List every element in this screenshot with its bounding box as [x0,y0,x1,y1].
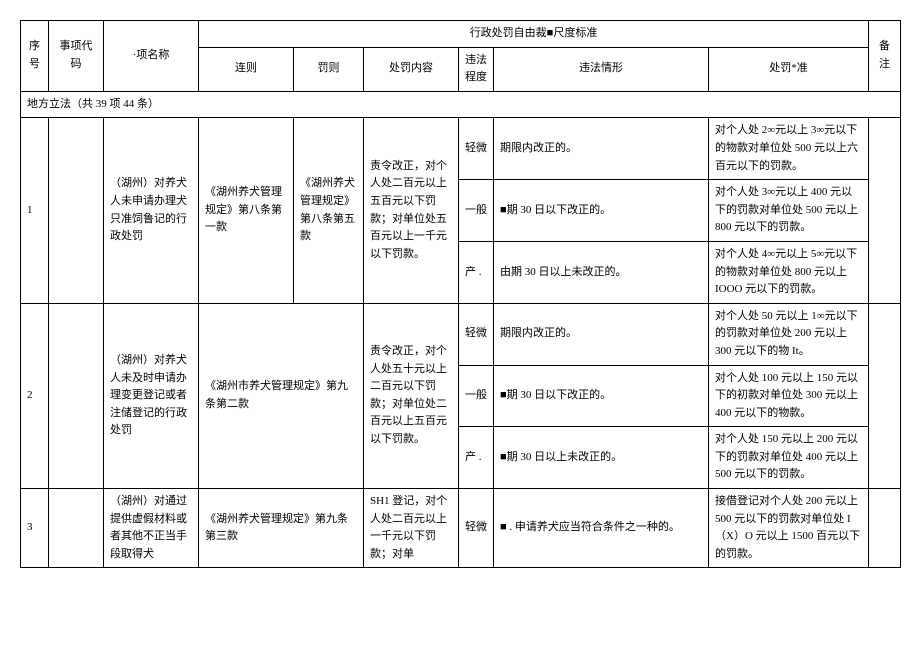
case-cell: 期限内改正的。 [494,118,709,180]
note-cell [869,118,901,303]
name-cell: （湖州）对养犬人未及时申请办理变更登记或者注储登记的行政处罚 [104,303,199,488]
degree-cell: 轻微 [459,118,494,180]
code-cell [49,489,104,568]
degree-cell: 产 . [459,427,494,489]
std-cell: 对个人处 100 元以上 150 元以下的初款对单位处 300 元以上 400 … [709,365,869,427]
col-degree: 违法程度 [459,47,494,91]
table-row: 2 （湖州）对养犬人未及时申请办理变更登记或者注储登记的行政处罚 《湖州市养犬管… [21,303,901,365]
col-fa: 罚则 [294,47,364,91]
degree-cell: 一般 [459,180,494,242]
col-seq: 序号 [21,21,49,92]
content-cell: SH1 登记，对个人处二百元以上一千元以下罚款；对单 [364,489,459,568]
col-note: 备注 [869,21,901,92]
col-code: 事项代码 [49,21,104,92]
content-cell: 责令改正，对个人处五十元以上二百元以下罚款；对单位处二百元以上五百元以下罚款。 [364,303,459,488]
content-cell: 责令改正，对个人处二百元以上五百元以下罚款；对单位处五百元以上一千元以下罚款。 [364,118,459,303]
case-cell: ■期 30 日以下改正的。 [494,365,709,427]
case-cell: ■期 30 日以下改正的。 [494,180,709,242]
name-cell: （湖州）对通过提供虚假材料或者其他不正当手段取得犬 [104,489,199,568]
name-cell: （湖州）对养犬人未申请办理犬只准饲鲁记的行政处罚 [104,118,199,303]
case-cell: ■ . 申请养犬应当符合条件之一种的。 [494,489,709,568]
degree-cell: 轻微 [459,303,494,365]
seq-cell: 2 [21,303,49,488]
lian-cell: 《湖州养犬管理规定》第九条第三款 [199,489,364,568]
note-cell [869,489,901,568]
note-cell [869,303,901,488]
penalty-table: 序号 事项代码 ·项名称 行政处罚自由裁■尺度标准 备注 连则 罚则 处罚内容 … [20,20,901,568]
table-row: 1 （湖州）对养犬人未申请办理犬只准饲鲁记的行政处罚 《湖州养犬管理规定》第八条… [21,118,901,180]
case-cell: ■期 30 日以上未改正的。 [494,427,709,489]
seq-cell: 1 [21,118,49,303]
lian-cell: 《湖州养犬管理规定》第八条第一款 [199,118,294,303]
std-cell: 对个人处 50 元以上 1∞元以下的罚款对单位处 200 元以上 300 元以下… [709,303,869,365]
std-cell: 对个人处 4∞元以上 5∞元以下的物款对单位处 800 元以上 IOOO 元以下… [709,241,869,303]
lian-cell: 《湖州市养犬管理规定》第九条第二款 [199,303,364,488]
std-cell: 对个人处 150 元以上 200 元以下的罚款对单位处 400 元以上 500 … [709,427,869,489]
penalty-standard-title: 行政处罚自由裁■尺度标准 [199,21,869,48]
seq-cell: 3 [21,489,49,568]
case-cell: 由期 30 日以上未改正的。 [494,241,709,303]
col-circ: 违法情形 [494,47,709,91]
col-std: 处罚*准 [709,47,869,91]
section-title: 地方立法（共 39 项 44 条） [21,91,901,118]
degree-cell: 产 . [459,241,494,303]
degree-cell: 轻微 [459,489,494,568]
case-cell: 期限内改正的。 [494,303,709,365]
code-cell [49,303,104,488]
std-cell: 接借登记对个人处 200 元以上 500 元以下的罚款对单位处 I（X）O 元以… [709,489,869,568]
col-lian: 连则 [199,47,294,91]
header-row-1: 序号 事项代码 ·项名称 行政处罚自由裁■尺度标准 备注 [21,21,901,48]
std-cell: 对个人处 2∞元以上 3∞元以下的物款对单位处 500 元以上六百元以下的罚款。 [709,118,869,180]
col-name: ·项名称 [104,21,199,92]
table-row: 3 （湖州）对通过提供虚假材料或者其他不正当手段取得犬 《湖州养犬管理规定》第九… [21,489,901,568]
std-cell: 对个人处 3∞元以上 400 元以下的罚款对单位处 500 元以上 800 元以… [709,180,869,242]
col-content: 处罚内容 [364,47,459,91]
fa-cell: 《湖州养犬管理规定》第八条第五款 [294,118,364,303]
section-row: 地方立法（共 39 项 44 条） [21,91,901,118]
code-cell [49,118,104,303]
degree-cell: 一般 [459,365,494,427]
